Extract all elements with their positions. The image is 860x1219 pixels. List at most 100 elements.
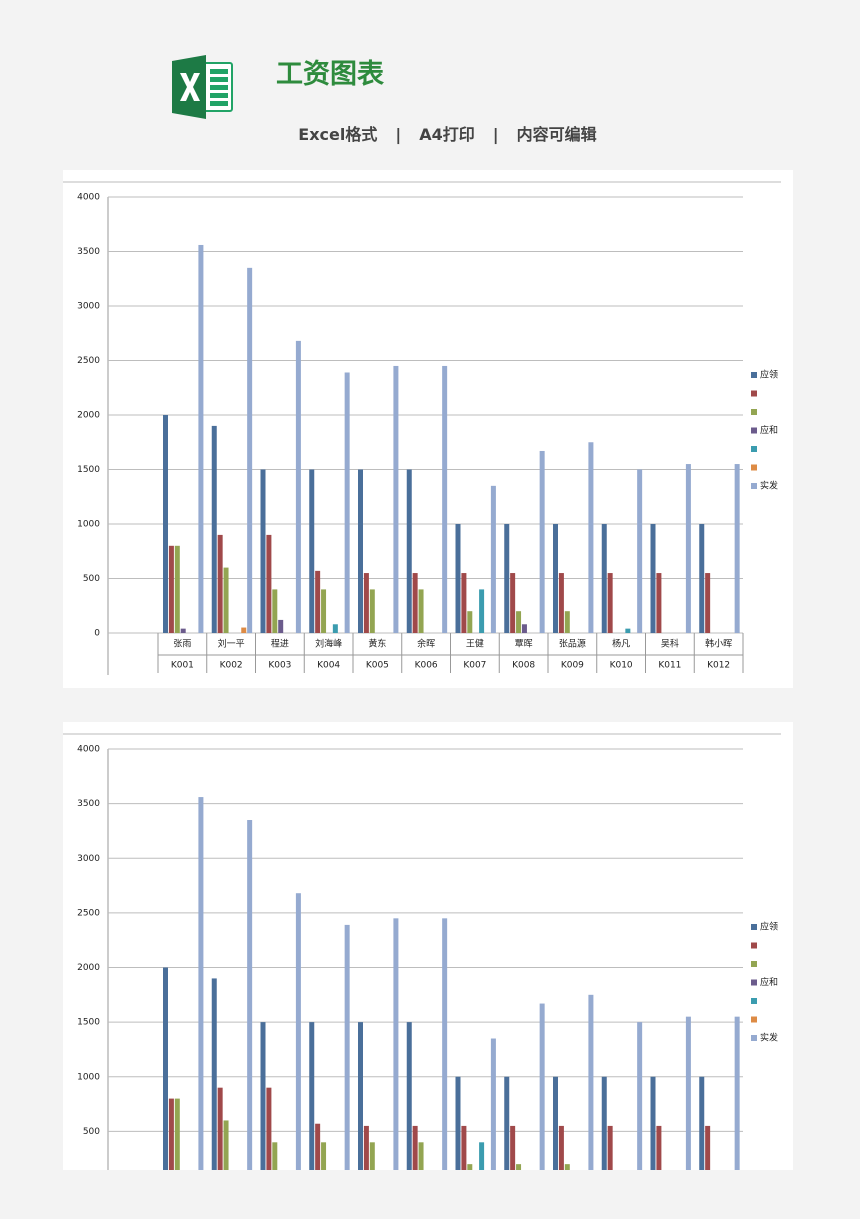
bar bbox=[295, 340, 301, 633]
employee-name: 韩小晖 bbox=[705, 638, 732, 650]
bar bbox=[685, 1016, 691, 1170]
legend-swatch bbox=[751, 942, 757, 949]
subtitle-item: A4打印 bbox=[419, 125, 475, 144]
bar bbox=[174, 545, 180, 633]
y-tick-label: 1500 bbox=[77, 1018, 100, 1028]
bar bbox=[321, 1142, 327, 1170]
legend-label: 应领 bbox=[760, 369, 778, 381]
x-tick-label: K001 bbox=[171, 661, 194, 671]
legend-swatch bbox=[751, 464, 757, 471]
bar bbox=[180, 628, 186, 633]
x-tick-label: K011 bbox=[658, 661, 681, 671]
bar bbox=[406, 1022, 412, 1170]
y-tick-label: 3000 bbox=[77, 302, 100, 312]
y-tick-label: 1500 bbox=[77, 465, 100, 475]
legend-swatch bbox=[751, 409, 757, 415]
y-tick-label: 500 bbox=[83, 1127, 100, 1137]
bar bbox=[223, 567, 229, 633]
bar bbox=[363, 573, 369, 633]
x-tick-label: K004 bbox=[317, 661, 340, 671]
bar bbox=[211, 978, 217, 1170]
bar bbox=[309, 469, 315, 633]
bar bbox=[241, 627, 247, 633]
bar bbox=[656, 573, 662, 633]
bar bbox=[490, 1038, 496, 1170]
employee-name: 黄东 bbox=[368, 638, 386, 650]
bar bbox=[217, 1087, 223, 1170]
bar bbox=[564, 1164, 570, 1170]
bar bbox=[705, 1125, 711, 1170]
bar bbox=[510, 573, 516, 633]
bar bbox=[479, 1142, 485, 1170]
legend-swatch bbox=[751, 998, 757, 1004]
bar bbox=[315, 1123, 321, 1170]
legend-swatch bbox=[751, 924, 757, 930]
bar bbox=[332, 624, 338, 633]
bar bbox=[321, 589, 327, 633]
employee-name: 刘一平 bbox=[218, 638, 245, 650]
bar bbox=[272, 1142, 278, 1170]
page-title: 工资图表 bbox=[276, 59, 384, 90]
y-tick-label: 1000 bbox=[77, 1072, 100, 1082]
legend-label: 应领 bbox=[760, 921, 778, 933]
bar bbox=[637, 469, 643, 633]
bar bbox=[699, 524, 705, 633]
bar bbox=[625, 628, 631, 633]
bar bbox=[247, 820, 253, 1170]
bar bbox=[168, 545, 174, 633]
bar bbox=[455, 1076, 461, 1170]
legend-swatch bbox=[751, 1016, 757, 1023]
y-tick-label: 3500 bbox=[77, 799, 100, 809]
bar bbox=[358, 469, 363, 633]
employee-name: 王健 bbox=[466, 638, 484, 650]
bar bbox=[168, 1098, 174, 1170]
bar bbox=[363, 1125, 369, 1170]
bar bbox=[558, 573, 564, 633]
bar bbox=[467, 1164, 473, 1170]
bar bbox=[467, 611, 473, 633]
x-tick-label: K012 bbox=[707, 661, 730, 671]
employee-name: 刘海峰 bbox=[315, 638, 342, 650]
bar bbox=[278, 619, 284, 633]
bar bbox=[412, 1125, 418, 1170]
bar bbox=[553, 1076, 558, 1170]
bar bbox=[504, 524, 510, 633]
bar bbox=[558, 1125, 564, 1170]
bar bbox=[656, 1125, 662, 1170]
subtitle-item: Excel格式 bbox=[298, 125, 378, 144]
bar bbox=[490, 485, 496, 633]
bar bbox=[521, 624, 527, 633]
legend-swatch bbox=[751, 961, 757, 967]
bar bbox=[163, 415, 168, 633]
bar bbox=[564, 611, 570, 633]
bar bbox=[461, 1125, 467, 1170]
y-tick-label: 4000 bbox=[77, 745, 100, 755]
bar bbox=[705, 573, 711, 633]
bar bbox=[516, 1164, 522, 1170]
bar bbox=[198, 797, 204, 1170]
bar bbox=[601, 524, 607, 633]
chart-card: 500 1000 1500 2000 2500 3000 3500 4000 应领 应和 实发 bbox=[63, 722, 793, 1170]
employee-name: 吴科 bbox=[661, 638, 679, 650]
bar bbox=[393, 365, 399, 633]
y-tick-label: 2000 bbox=[77, 963, 100, 973]
legend-swatch bbox=[751, 446, 757, 452]
bar bbox=[358, 1022, 363, 1170]
bar bbox=[272, 589, 278, 633]
y-tick-label: 3000 bbox=[77, 854, 100, 864]
employee-name: 张品源 bbox=[559, 639, 586, 650]
bar bbox=[461, 573, 467, 633]
bar bbox=[699, 1076, 705, 1170]
bar bbox=[223, 1120, 229, 1170]
employee-name: 张雨 bbox=[173, 639, 191, 650]
bar bbox=[510, 1125, 516, 1170]
bar bbox=[393, 918, 399, 1170]
x-tick-label: K005 bbox=[366, 661, 389, 671]
legend-swatch bbox=[751, 979, 757, 986]
y-tick-label: 500 bbox=[83, 574, 100, 584]
y-tick-label: 2000 bbox=[77, 411, 100, 421]
bar bbox=[588, 994, 594, 1170]
bar bbox=[479, 589, 485, 633]
bar bbox=[266, 1087, 272, 1170]
